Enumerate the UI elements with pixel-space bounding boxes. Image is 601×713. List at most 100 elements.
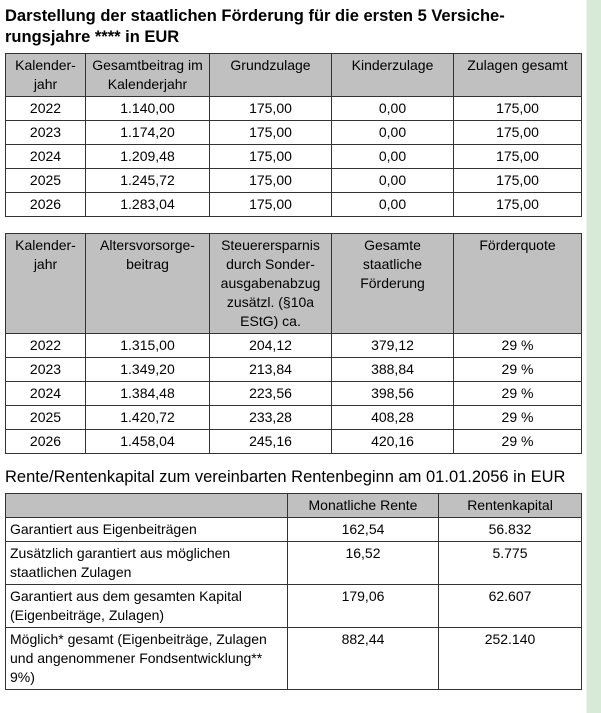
table-row: Möglich* gesamt (Eigenbeiträge, Zulagen … — [5, 627, 582, 690]
table-cell: 223,56 — [209, 381, 332, 406]
subsidy-overview-table: Kalender-jahr Gesamtbeitrag im Kalenderj… — [5, 53, 582, 217]
pension-section-heading: Rente/Rentenkapital zum vereinbarten Ren… — [5, 468, 566, 486]
table-cell: 2024 — [5, 381, 86, 406]
table-cell: 1.384,48 — [85, 381, 210, 406]
column-header: Förderquote — [453, 233, 582, 334]
table-cell: 2026 — [5, 192, 86, 217]
table-cell: 175,00 — [209, 192, 332, 217]
table-cell: 0,00 — [331, 168, 454, 193]
table-cell: 29 % — [453, 405, 582, 430]
table-cell: 29 % — [453, 381, 582, 406]
table-row: 2025 1.420,72 233,28 408,28 29 % — [5, 405, 582, 430]
table-cell: 213,84 — [209, 357, 332, 382]
table-cell: 245,16 — [209, 429, 332, 454]
table-cell: 29 % — [453, 357, 582, 382]
table-row: 2022 1.140,00 175,00 0,00 175,00 — [5, 96, 582, 121]
table-cell: 233,28 — [209, 405, 332, 430]
table-cell: 0,00 — [331, 120, 454, 145]
pension-capital-table: Monatliche Rente Rentenkapital Garantier… — [5, 493, 582, 690]
table-cell: 388,84 — [331, 357, 454, 382]
table-cell: 1.140,00 — [85, 96, 210, 121]
row-label-cell: Garantiert aus dem gesamten Kapital (Eig… — [5, 584, 288, 628]
table-row: Garantiert aus dem gesamten Kapital (Eig… — [5, 584, 582, 628]
table-row: 2024 1.209,48 175,00 0,00 175,00 — [5, 144, 582, 169]
column-header: Kalender-jahr — [5, 53, 86, 97]
table-cell: 5.775 — [438, 541, 582, 585]
table-cell: 175,00 — [209, 144, 332, 169]
table-cell: 398,56 — [331, 381, 454, 406]
column-header: Rentenkapital — [438, 493, 582, 518]
row-label-cell: Zusätzlich garantiert aus möglichen staa… — [5, 541, 288, 585]
table-cell: 252.140 — [438, 627, 582, 690]
table-row: 2023 1.174,20 175,00 0,00 175,00 — [5, 120, 582, 145]
page-margin-strip — [586, 0, 601, 713]
table-cell: 2026 — [5, 429, 86, 454]
row-label-cell: Möglich* gesamt (Eigenbeiträge, Zulagen … — [5, 627, 288, 690]
table-cell: 2025 — [5, 405, 86, 430]
table-cell: 1.420,72 — [85, 405, 210, 430]
table-cell: 2023 — [5, 357, 86, 382]
column-header: Kinderzulage — [331, 53, 454, 97]
table-cell: 1.283,04 — [85, 192, 210, 217]
report-title: Darstellung der staatlichen Förderung fü… — [5, 6, 581, 48]
table-cell: 1.209,48 — [85, 144, 210, 169]
report-title-line2: rungsjahre **** in EUR — [5, 28, 180, 46]
table-cell: 2023 — [5, 120, 86, 145]
column-header: Gesamtbeitrag im Kalenderjahr — [85, 53, 210, 97]
table-row: 2023 1.349,20 213,84 388,84 29 % — [5, 357, 582, 382]
table-cell: 1.245,72 — [85, 168, 210, 193]
column-header: Kalender-jahr — [5, 233, 86, 334]
table-cell: 882,44 — [287, 627, 439, 690]
table-cell: 175,00 — [453, 144, 582, 169]
table-cell: 1.349,20 — [85, 357, 210, 382]
column-header: Gesamte staatliche Förderung — [331, 233, 454, 334]
table-cell: 204,12 — [209, 333, 332, 358]
tax-savings-table: Kalender-jahr Altersvorsorge-beitrag Ste… — [5, 233, 582, 454]
report-title-line1: Darstellung der staatlichen Förderung fü… — [5, 7, 505, 25]
table-row: 2025 1.245,72 175,00 0,00 175,00 — [5, 168, 582, 193]
table-cell: 16,52 — [287, 541, 439, 585]
table-cell: 2024 — [5, 144, 86, 169]
table-cell: 420,16 — [331, 429, 454, 454]
table-row: Zusätzlich garantiert aus möglichen staa… — [5, 541, 582, 585]
table-header-row: Kalender-jahr Altersvorsorge-beitrag Ste… — [5, 233, 582, 334]
table-cell: 29 % — [453, 333, 582, 358]
table-cell: 179,06 — [287, 584, 439, 628]
table-row: 2026 1.458,04 245,16 420,16 29 % — [5, 429, 582, 454]
table-cell: 408,28 — [331, 405, 454, 430]
table-cell: 0,00 — [331, 96, 454, 121]
table-cell: 379,12 — [331, 333, 454, 358]
table-cell: 175,00 — [209, 120, 332, 145]
table-cell: 1.458,04 — [85, 429, 210, 454]
table-cell: 1.315,00 — [85, 333, 210, 358]
table-cell: 175,00 — [453, 192, 582, 217]
table-cell: 175,00 — [209, 168, 332, 193]
table-cell: 1.174,20 — [85, 120, 210, 145]
table-cell: 175,00 — [453, 96, 582, 121]
table-cell: 2025 — [5, 168, 86, 193]
column-header: Zulagen gesamt — [453, 53, 582, 97]
table-cell: 0,00 — [331, 144, 454, 169]
table-cell: 62.607 — [438, 584, 582, 628]
table-cell: 2022 — [5, 333, 86, 358]
column-header: Grundzulage — [209, 53, 332, 97]
document-page: Darstellung der staatlichen Förderung fü… — [5, 0, 582, 690]
table-cell: 162,54 — [287, 517, 439, 542]
table-cell: 175,00 — [453, 168, 582, 193]
column-header-empty — [5, 493, 288, 518]
table-cell: 0,00 — [331, 192, 454, 217]
table-cell: 175,00 — [453, 120, 582, 145]
column-header: Monatliche Rente — [287, 493, 439, 518]
table-row: 2024 1.384,48 223,56 398,56 29 % — [5, 381, 582, 406]
table-cell: 56.832 — [438, 517, 582, 542]
table-row: 2026 1.283,04 175,00 0,00 175,00 — [5, 192, 582, 217]
row-label-cell: Garantiert aus Eigenbeiträgen — [5, 517, 288, 542]
table-cell: 2022 — [5, 96, 86, 121]
table-cell: 29 % — [453, 429, 582, 454]
table-header-row: Kalender-jahr Gesamtbeitrag im Kalenderj… — [5, 53, 582, 97]
table-header-row: Monatliche Rente Rentenkapital — [5, 493, 582, 518]
column-header: Steuerersparnis durch Sonder-ausgabenabz… — [209, 233, 332, 334]
table-row: 2022 1.315,00 204,12 379,12 29 % — [5, 333, 582, 358]
table-row: Garantiert aus Eigenbeiträgen 162,54 56.… — [5, 517, 582, 542]
table-cell: 175,00 — [209, 96, 332, 121]
